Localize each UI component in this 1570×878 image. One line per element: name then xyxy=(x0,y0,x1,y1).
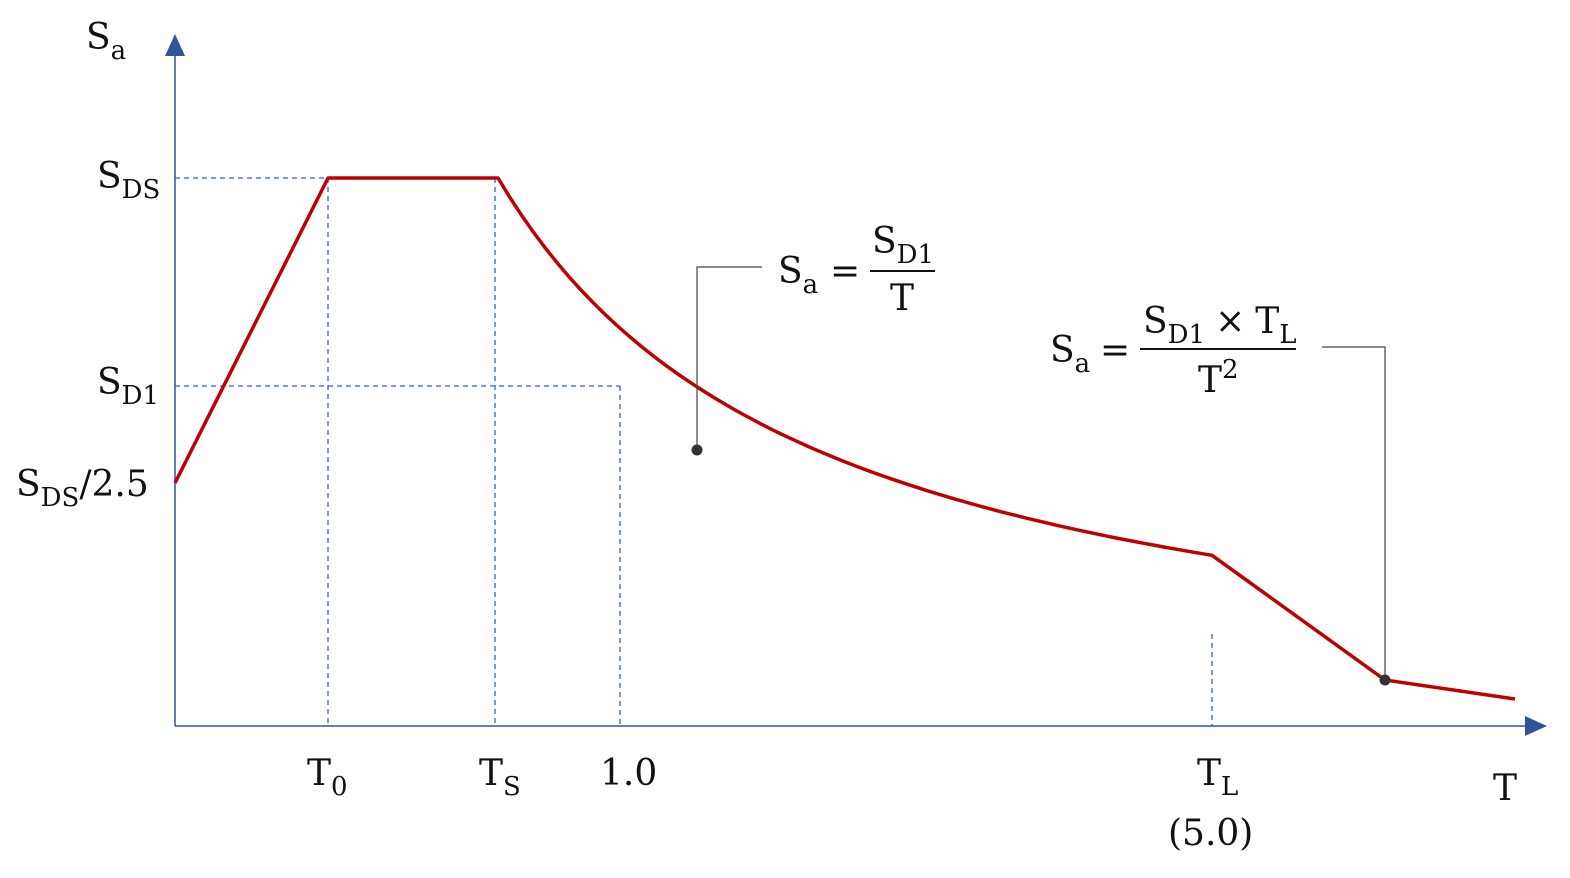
formula-velocity: Sa = SD1 T xyxy=(778,221,935,319)
formula-velocity-lhs: Sa xyxy=(778,251,818,300)
formula-displacement: Sa = SD1 × TL T2 xyxy=(1050,301,1297,401)
tick-label-tl: TL xyxy=(1197,753,1238,802)
tick-label-ts: TS xyxy=(479,753,521,802)
leaders xyxy=(691,266,1391,686)
formula-displacement-numerator: SD1 × TL xyxy=(1143,301,1297,350)
formula-velocity-equals: = xyxy=(830,251,860,292)
tick-label-sds-over-2-5: SDS/2.5 xyxy=(16,464,149,513)
y-axis-arrow xyxy=(165,34,185,56)
marker-displacement xyxy=(1379,674,1391,686)
leader-displacement xyxy=(1322,346,1386,680)
axes xyxy=(165,34,1547,736)
formula-displacement-denominator: T2 xyxy=(1198,355,1239,401)
marker-velocity xyxy=(691,444,703,456)
tick-label-tl-value: (5.0) xyxy=(1168,813,1253,854)
spectrum-curve xyxy=(173,176,1516,701)
formula-displacement-equals: = xyxy=(1100,330,1130,371)
formula-velocity-denominator: T xyxy=(890,278,914,319)
tick-label-sds: SDS xyxy=(97,156,160,205)
tick-label-t0: T0 xyxy=(307,753,348,802)
y-axis-label: Sa xyxy=(86,17,126,66)
leader-velocity xyxy=(696,266,762,450)
guide-lines xyxy=(175,177,1213,726)
tick-label-sd1: SD1 xyxy=(97,362,159,411)
x-axis-arrow xyxy=(1525,716,1547,736)
formula-velocity-numerator: SD1 xyxy=(872,221,934,270)
x-axis-label: T xyxy=(1493,768,1517,809)
tick-label-one: 1.0 xyxy=(600,753,657,794)
formula-displacement-lhs: Sa xyxy=(1050,330,1090,379)
